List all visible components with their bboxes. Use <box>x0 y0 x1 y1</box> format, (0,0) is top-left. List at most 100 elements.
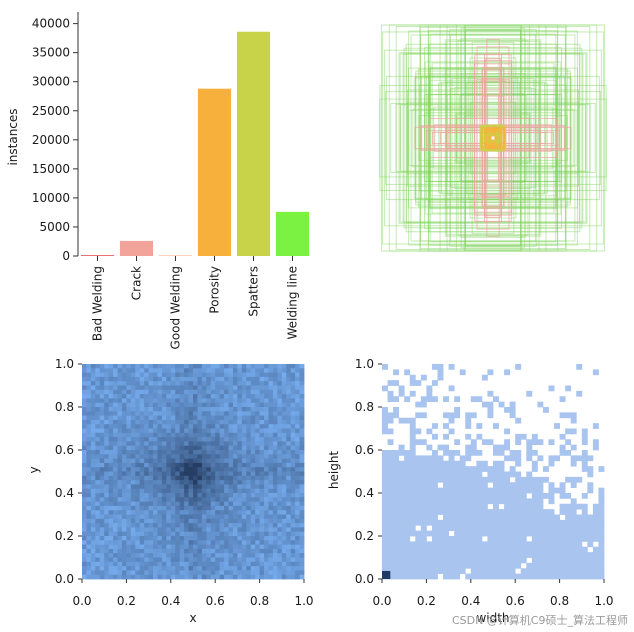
xy-cell <box>246 364 252 369</box>
xy-cell <box>268 471 274 477</box>
xy-cell <box>201 510 207 515</box>
xy-cell <box>281 480 287 485</box>
xy-cell <box>99 428 105 434</box>
xy-cell <box>82 445 87 451</box>
wh-cell <box>487 541 494 548</box>
xy-cell <box>179 566 185 571</box>
wh-cell <box>387 552 394 558</box>
bar <box>236 31 271 256</box>
xy-cell <box>255 475 260 481</box>
wh-cell <box>526 568 533 575</box>
xy-cell <box>210 536 216 541</box>
xy-cell <box>113 566 118 571</box>
xy-cell <box>246 389 252 395</box>
xy-cell <box>215 389 221 395</box>
xy-cell <box>90 497 96 502</box>
xy-cell <box>201 428 207 434</box>
wh-cell <box>526 455 533 462</box>
xy-cell <box>166 424 172 429</box>
xy-cell <box>144 523 149 528</box>
bbox-green <box>429 79 557 197</box>
xy-cell <box>184 458 189 464</box>
xy-cell <box>201 364 207 369</box>
xy-cell <box>139 505 145 511</box>
xy-cell <box>295 402 300 408</box>
xy-cell <box>219 493 225 498</box>
wh-cell <box>470 466 477 472</box>
xy-cell <box>259 424 265 429</box>
xy-cell <box>286 488 292 494</box>
xy-cell <box>135 497 141 502</box>
xy-cell <box>224 514 229 520</box>
xy-cell <box>215 458 221 464</box>
xy-cell <box>153 385 158 391</box>
xy-cell <box>219 557 225 563</box>
wh-cell <box>504 369 511 376</box>
xy-cell <box>179 505 185 511</box>
xy-cell <box>228 536 234 541</box>
xy-cell <box>104 523 110 528</box>
xy-cell <box>179 471 185 477</box>
xy-cell <box>201 402 207 408</box>
xy-cell <box>90 475 96 481</box>
xy-cell <box>144 527 149 533</box>
xy-cell <box>241 368 247 373</box>
wh-cell <box>576 390 583 397</box>
wh-cell <box>581 428 588 435</box>
xy-cell <box>99 484 105 490</box>
xy-cell <box>224 544 229 550</box>
xy-cell <box>232 518 238 524</box>
wh-cell <box>470 509 477 515</box>
xy-cell <box>188 561 194 567</box>
xy-cell <box>206 531 212 537</box>
xy-cell <box>121 385 127 391</box>
xy-cell <box>179 441 185 447</box>
wh-cell <box>409 530 416 537</box>
xy-cell <box>117 536 123 541</box>
xy-cell <box>237 454 243 459</box>
xy-cell <box>161 561 167 567</box>
xy-cell <box>290 505 296 511</box>
xy-cell <box>299 402 305 408</box>
xy-cell <box>255 458 260 464</box>
xy-cell <box>121 445 127 451</box>
wh-cell <box>487 562 494 569</box>
xy-cell <box>201 471 207 477</box>
xy-cell <box>295 364 300 369</box>
bbox-green <box>415 73 571 203</box>
xy-cell <box>241 467 247 472</box>
xy-cell <box>215 428 221 434</box>
xy-cell <box>255 523 260 528</box>
xy-cell <box>130 574 136 580</box>
wh-cell <box>426 482 433 489</box>
wh-cell <box>443 562 449 569</box>
wh-cell <box>459 460 466 467</box>
xy-cell <box>188 428 194 434</box>
wh-cell <box>404 460 411 467</box>
xy-cell <box>90 454 96 459</box>
xy-cell <box>286 505 292 511</box>
xy-cell <box>170 398 176 404</box>
xy-cell <box>126 536 132 541</box>
xy-cell <box>268 467 274 472</box>
xy-cell <box>228 523 234 528</box>
xy-cell <box>86 497 92 502</box>
wh-cell <box>420 573 427 580</box>
bbox-green <box>379 98 607 178</box>
xy-cell <box>264 527 269 533</box>
xy-cell <box>175 505 181 511</box>
xy-cell <box>108 432 114 438</box>
xy-cell <box>166 398 172 404</box>
xy-cell <box>228 475 234 481</box>
xy-cell <box>144 467 149 472</box>
xy-cell <box>104 385 110 391</box>
xy-cell <box>113 415 118 421</box>
xy-cell <box>299 450 305 455</box>
xy-cell <box>224 566 229 571</box>
xy-cell <box>228 574 234 580</box>
xy-cell <box>272 467 278 472</box>
xy-cell <box>99 574 105 580</box>
xy-cell <box>277 493 283 498</box>
xy-cell <box>121 462 127 468</box>
xy-cell <box>241 540 247 545</box>
